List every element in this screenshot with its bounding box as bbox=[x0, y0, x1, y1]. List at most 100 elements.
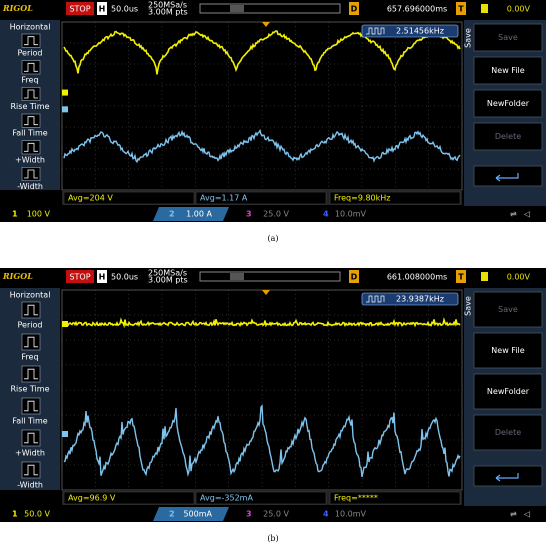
menu-icon[interactable] bbox=[21, 167, 41, 181]
trigger-marker bbox=[262, 290, 270, 295]
memory: 3.00M pts bbox=[148, 276, 188, 285]
menu-icon-glyph bbox=[24, 304, 38, 316]
menu-button-label[interactable]: New File bbox=[491, 66, 524, 75]
timebase: 50.0us bbox=[111, 5, 138, 14]
delay: 657.696000ms bbox=[387, 5, 447, 14]
menu-item[interactable]: Freq bbox=[21, 75, 38, 84]
memory-view bbox=[230, 5, 244, 12]
freq-counter: 23.9387kHz bbox=[396, 295, 444, 304]
menu-item[interactable]: +Width bbox=[15, 449, 45, 458]
delay-label: D bbox=[351, 5, 358, 14]
timebase-label: H bbox=[99, 5, 106, 14]
trigger-box bbox=[456, 2, 466, 15]
menu-icon-glyph bbox=[24, 400, 38, 412]
menu-icon[interactable] bbox=[21, 140, 41, 155]
trigger-source bbox=[481, 4, 488, 13]
sample-rate: 250MSa/s bbox=[148, 1, 187, 10]
sound-icon: ◁ bbox=[523, 510, 530, 519]
menu-button-label[interactable]: Delete bbox=[495, 428, 521, 437]
menu-item[interactable]: Period bbox=[18, 321, 43, 330]
menu-item[interactable]: Rise Time bbox=[11, 385, 50, 394]
memory: 3.00M pts bbox=[148, 8, 188, 17]
menu-button[interactable] bbox=[473, 56, 543, 85]
menu-icon[interactable] bbox=[21, 87, 41, 101]
menu-button-label[interactable]: New File bbox=[491, 346, 524, 355]
channel-number: 4 bbox=[323, 510, 329, 519]
measurement: Avg=204 V bbox=[68, 194, 113, 203]
channel-number: 4 bbox=[323, 210, 329, 219]
return-button[interactable] bbox=[473, 465, 543, 487]
state-box bbox=[66, 2, 94, 15]
caption: (a) bbox=[267, 234, 278, 243]
menu-icon-glyph bbox=[24, 368, 38, 380]
menu-item[interactable]: +Width bbox=[15, 155, 45, 164]
state: STOP bbox=[69, 273, 90, 282]
menu-button[interactable] bbox=[473, 373, 543, 410]
menu-icon[interactable] bbox=[21, 301, 41, 319]
return-arrow bbox=[495, 173, 519, 182]
menu-button[interactable] bbox=[473, 414, 543, 451]
menu-button[interactable] bbox=[473, 122, 543, 151]
channel-scale: 25.0 V bbox=[263, 210, 289, 219]
menu-item[interactable]: Fall Time bbox=[12, 417, 47, 426]
ch2-marker bbox=[62, 106, 68, 113]
channel-active bbox=[153, 207, 229, 221]
menu-item[interactable]: -Width bbox=[17, 182, 43, 191]
menu-title: Horizontal bbox=[10, 23, 51, 32]
menu-icon-glyph bbox=[24, 62, 38, 72]
return-arrow bbox=[495, 473, 519, 482]
menu-icon[interactable] bbox=[21, 113, 41, 128]
menu-title: Horizontal bbox=[10, 291, 51, 300]
memory-bar bbox=[199, 271, 341, 282]
menu-item[interactable]: -Width bbox=[17, 481, 43, 490]
trigger-source bbox=[481, 272, 488, 281]
menu-icon-glyph bbox=[24, 169, 38, 179]
ch1-marker bbox=[62, 89, 68, 96]
counter-icon bbox=[366, 295, 385, 303]
delay-label: D bbox=[351, 273, 358, 282]
menu-icon-glyph bbox=[24, 336, 38, 348]
channel-number: 1 bbox=[12, 510, 18, 519]
usb-icon: ⇌ bbox=[510, 210, 517, 219]
measure-box bbox=[329, 191, 461, 205]
delay-box bbox=[349, 2, 359, 15]
menu-button[interactable] bbox=[473, 89, 543, 118]
menu-icon[interactable] bbox=[21, 333, 41, 351]
menu-button-label[interactable]: Delete bbox=[495, 132, 521, 141]
menu-icon[interactable] bbox=[21, 33, 41, 48]
menu-icon[interactable] bbox=[21, 365, 41, 383]
menu-button-label[interactable]: NewFolder bbox=[487, 99, 530, 108]
measurement: Freq=9.80kHz bbox=[334, 194, 391, 203]
timebase-box bbox=[97, 2, 107, 15]
menu-icon[interactable] bbox=[21, 461, 41, 479]
memory-view bbox=[230, 273, 244, 280]
counter-box bbox=[361, 292, 459, 306]
menu-button-label[interactable]: Save bbox=[498, 33, 518, 42]
measure-box bbox=[195, 191, 327, 205]
menu-button[interactable] bbox=[473, 291, 543, 328]
counter-icon bbox=[366, 27, 385, 35]
menu-item[interactable]: Fall Time bbox=[12, 129, 47, 138]
timebase-label: H bbox=[99, 273, 106, 282]
usb-icon: ⇌ bbox=[510, 510, 517, 519]
trigger-level: 0.00V bbox=[507, 273, 531, 282]
menu-button[interactable] bbox=[473, 332, 543, 369]
channel-number: 1 bbox=[12, 210, 18, 219]
menu-icon[interactable] bbox=[21, 429, 41, 447]
channel-scale: 50.0 V bbox=[24, 510, 50, 519]
memory-bar bbox=[199, 3, 341, 14]
menu-icon[interactable] bbox=[21, 397, 41, 415]
menu-item[interactable]: Period bbox=[18, 49, 43, 58]
menu-item[interactable]: Rise Time bbox=[11, 102, 50, 111]
menu-item[interactable]: Freq bbox=[21, 353, 38, 362]
menu-button-label[interactable]: Save bbox=[498, 305, 518, 314]
return-button[interactable] bbox=[473, 165, 543, 187]
trigger-marker bbox=[262, 22, 270, 27]
brand: RIGOL bbox=[2, 3, 33, 13]
measurement: Avg=-352mA bbox=[200, 494, 253, 503]
menu-side: Save bbox=[464, 296, 473, 316]
menu-button[interactable] bbox=[473, 23, 543, 52]
menu-button-label[interactable]: NewFolder bbox=[487, 387, 530, 396]
menu-icon[interactable] bbox=[21, 60, 41, 75]
